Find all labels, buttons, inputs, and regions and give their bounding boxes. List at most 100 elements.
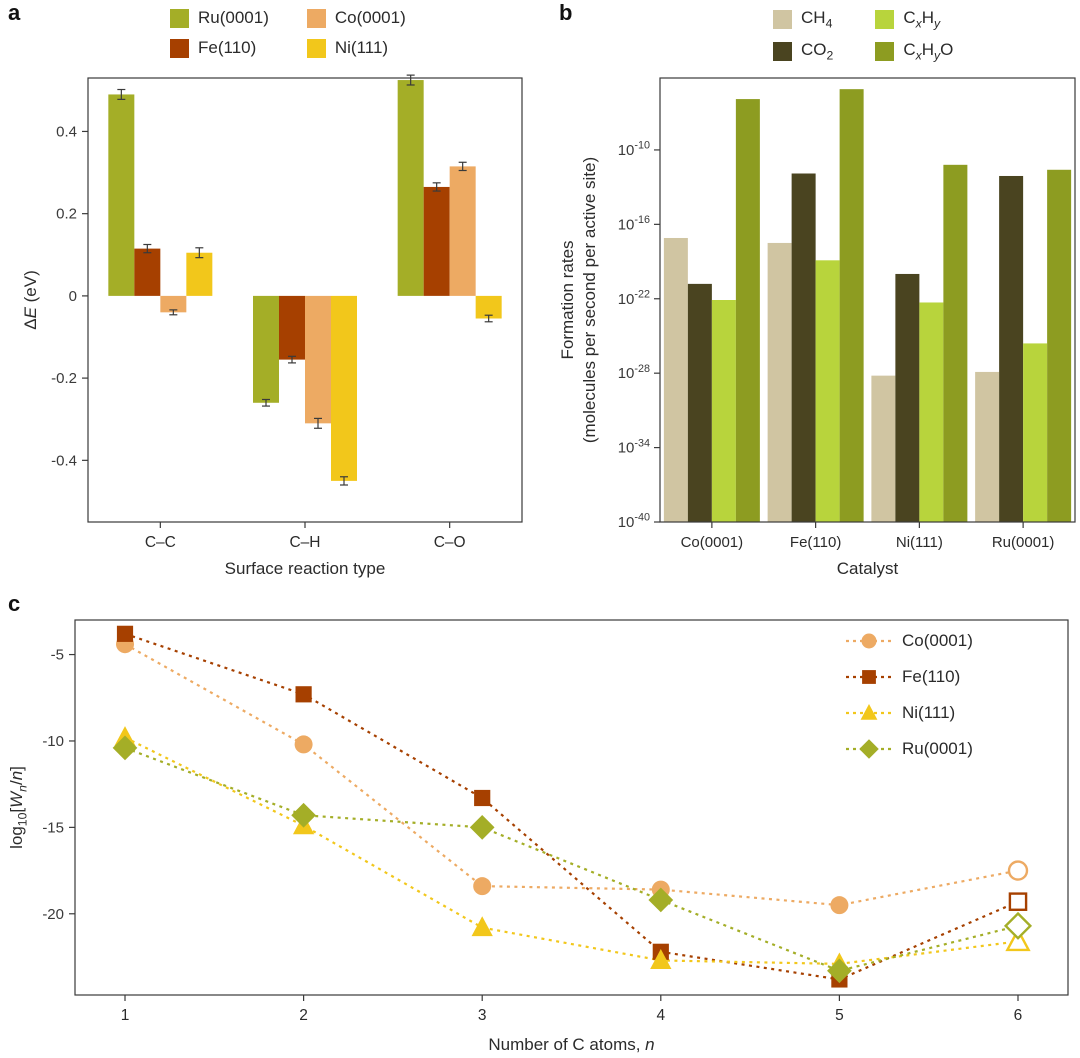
marker-circle bbox=[1007, 860, 1029, 881]
legend-swatch bbox=[306, 8, 326, 28]
panel-c-label: c bbox=[8, 591, 21, 616]
bar bbox=[943, 164, 968, 522]
y-tick-label: 10-34 bbox=[618, 437, 650, 456]
x-tick-label: C–O bbox=[434, 534, 466, 551]
x-tick-label: Fe(110) bbox=[790, 534, 841, 551]
legend-label: Ru(0001) bbox=[198, 8, 269, 27]
legend-label: Ru(0001) bbox=[902, 739, 973, 758]
y-axis-title: ΔE (eV) bbox=[21, 270, 40, 330]
bar bbox=[999, 175, 1024, 522]
bar bbox=[1023, 343, 1048, 522]
y-tick-label: -10 bbox=[42, 733, 64, 750]
panel-c-legend: Co(0001) Fe(110) Ni(111) Ru(0001) bbox=[845, 629, 973, 761]
y-tick-label: -15 bbox=[42, 819, 64, 836]
bar bbox=[975, 371, 1000, 522]
plot-frame bbox=[659, 77, 1076, 523]
legend-label: Co(0001) bbox=[902, 631, 973, 650]
marker-triangle bbox=[471, 916, 493, 937]
y-tick-label: 10-22 bbox=[618, 288, 650, 307]
x-tick-label: Ni(111) bbox=[896, 534, 943, 551]
bar bbox=[423, 186, 450, 296]
legend-item: Fe(110) bbox=[845, 665, 973, 689]
marker-diamond bbox=[291, 802, 316, 828]
x-tick-label: 5 bbox=[835, 1007, 844, 1024]
marker-triangle bbox=[1005, 927, 1031, 952]
bar bbox=[767, 242, 792, 523]
x-tick-label: 3 bbox=[478, 1007, 487, 1024]
legend-item: Ru(0001) bbox=[170, 8, 269, 28]
bar bbox=[663, 237, 688, 522]
x-tick-label: 6 bbox=[1014, 1007, 1023, 1024]
marker-circle bbox=[830, 896, 849, 915]
marker-diamond bbox=[648, 887, 674, 913]
bar bbox=[279, 295, 305, 360]
marker-diamond bbox=[469, 815, 495, 840]
legend-label: CxHyO bbox=[903, 40, 954, 63]
legend-label: Fe(110) bbox=[198, 38, 257, 57]
panel-a-chart: 0.4 0.2 0 -0.2 -0.4 C–C C–H C–O Surface reaction… bbox=[21, 74, 523, 578]
marker-diamond bbox=[859, 739, 879, 759]
marker-circle bbox=[294, 735, 313, 754]
marker-triangle bbox=[650, 949, 672, 969]
legend-item: CxHyO bbox=[875, 40, 954, 63]
square-legend-marker-icon bbox=[846, 670, 892, 684]
legend-swatch bbox=[875, 42, 895, 62]
legend-label: CO2 bbox=[801, 40, 834, 63]
x-axis-title: Number of C atoms, n bbox=[488, 1035, 654, 1054]
bar bbox=[134, 248, 161, 296]
y-axis-title: Formation rates bbox=[558, 240, 577, 359]
legend-swatch bbox=[170, 8, 189, 28]
bar bbox=[871, 375, 896, 522]
diamond-legend-marker-icon bbox=[846, 739, 892, 759]
panel-a-legend: Ru(0001) Fe(110) Co(0001) Ni(111) bbox=[170, 8, 406, 58]
panel-a-label: a bbox=[8, 0, 21, 25]
legend-label: CH4 bbox=[801, 8, 833, 31]
bar bbox=[815, 260, 840, 522]
x-tick-label: 2 bbox=[299, 1007, 308, 1024]
y-tick-label: 10-16 bbox=[618, 214, 650, 233]
legend-label: Co(0001) bbox=[334, 8, 406, 27]
legend-item: Ni(111) bbox=[306, 38, 406, 58]
bar bbox=[331, 295, 357, 481]
marker-triangle bbox=[860, 704, 878, 720]
marker-square bbox=[474, 789, 491, 807]
y-tick-label: -0.2 bbox=[51, 370, 77, 387]
bar bbox=[791, 173, 816, 523]
marker-circle bbox=[861, 633, 877, 649]
marker-diamond bbox=[112, 735, 138, 761]
y-tick-label: -0.4 bbox=[51, 452, 77, 469]
legend-item: Ni(111) bbox=[845, 701, 973, 725]
panel-b-legend: CH4 CO2 CxHy CxHyO bbox=[773, 8, 953, 63]
legend-item: Co(0001) bbox=[306, 8, 406, 28]
y-tick-label: -20 bbox=[42, 906, 64, 923]
marker-square bbox=[295, 686, 312, 703]
bar bbox=[160, 295, 187, 313]
y-axis-title: log10[Wn/n] bbox=[7, 766, 29, 849]
panel-c-chart: -5 -10 -15 -20 1 2 3 4 5 6 Number of C atoms, n log… bbox=[7, 619, 1069, 1054]
triangle-legend-marker-icon bbox=[846, 704, 892, 720]
series-line bbox=[124, 736, 1019, 965]
legend-item: CO2 bbox=[773, 40, 834, 63]
bar bbox=[711, 300, 736, 522]
x-axis-title: Surface reaction type bbox=[225, 559, 386, 578]
series-line bbox=[124, 632, 1019, 981]
circle-legend-marker-icon bbox=[846, 633, 892, 649]
series-line bbox=[124, 746, 1019, 972]
bar bbox=[735, 99, 760, 522]
bar bbox=[475, 295, 502, 319]
bar bbox=[449, 166, 476, 296]
y-tick-label: 0 bbox=[69, 288, 77, 305]
x-tick-label: 4 bbox=[656, 1007, 665, 1024]
plot-frame bbox=[74, 619, 1069, 996]
legend-item: Co(0001) bbox=[845, 629, 973, 653]
y-tick-label: 0.4 bbox=[56, 123, 77, 140]
marker-square bbox=[1008, 892, 1028, 911]
y-tick-label: 0.2 bbox=[56, 206, 77, 223]
legend-swatch bbox=[875, 9, 895, 29]
y-tick-label: 10-10 bbox=[618, 140, 650, 159]
y-tick-label: -5 bbox=[51, 647, 64, 664]
legend-label: Ni(111) bbox=[902, 703, 956, 722]
x-tick-label: Ru(0001) bbox=[992, 534, 1055, 551]
panel-b: b CH4 CO2 CxHy CxHyO 10-10 10-16 10-22 10-28 10… bbox=[545, 0, 1080, 595]
legend-label: CxHy bbox=[903, 8, 941, 31]
